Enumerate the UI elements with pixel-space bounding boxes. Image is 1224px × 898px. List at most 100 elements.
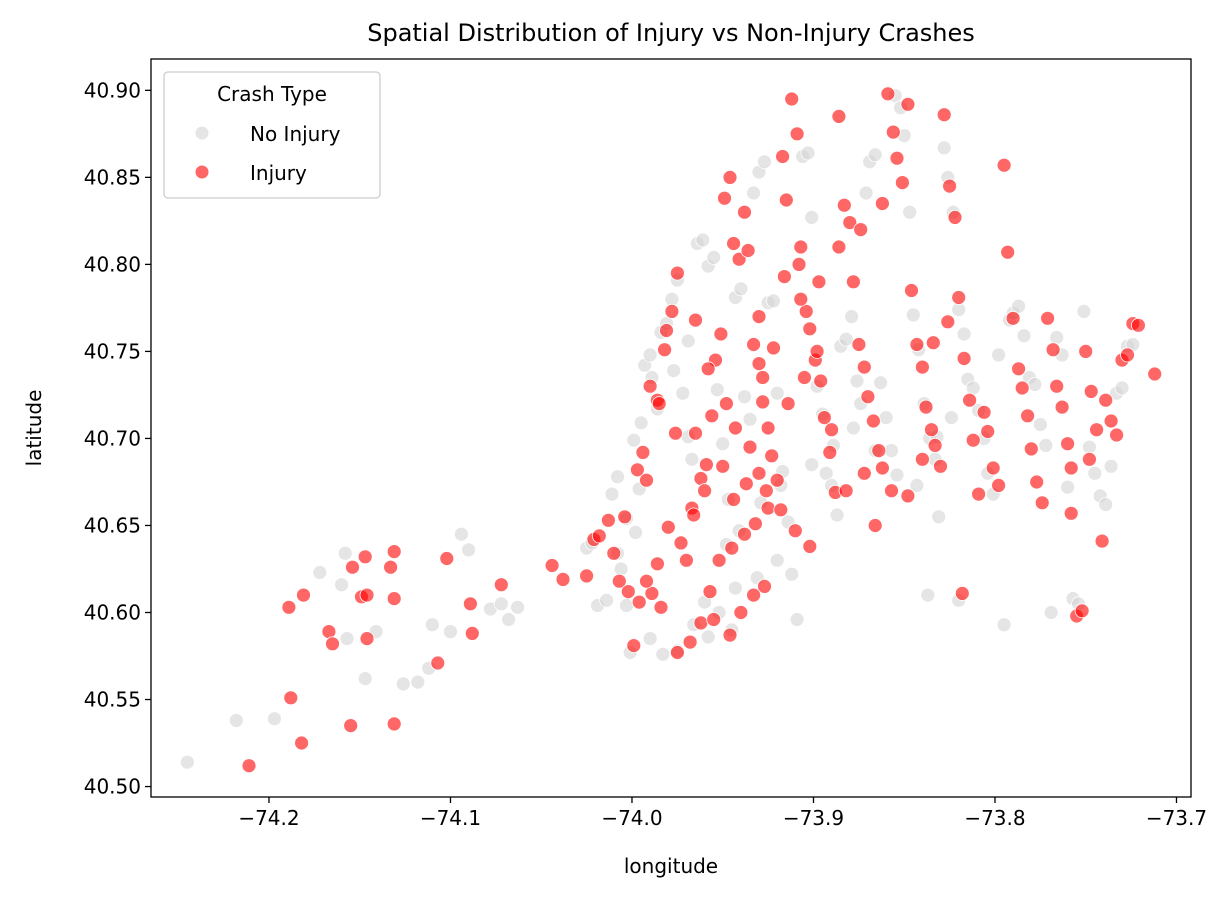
data-point: [1120, 347, 1135, 363]
data-point: [682, 634, 698, 650]
data-point: [996, 617, 1012, 633]
plot-frame: [150, 58, 1192, 798]
data-point: [798, 303, 814, 319]
x-tick-label: −73.8: [964, 806, 1025, 830]
data-point: [737, 204, 752, 220]
data-point: [1005, 310, 1021, 326]
data-point: [740, 243, 756, 258]
data-point: [1049, 378, 1065, 394]
data-point: [918, 399, 934, 415]
data-point: [829, 507, 845, 523]
data-point: [659, 323, 674, 338]
data-point: [359, 631, 375, 646]
data-point: [1040, 310, 1055, 326]
data-point: [395, 676, 411, 692]
data-point: [817, 410, 832, 426]
data-point: [1089, 422, 1104, 438]
data-point: [657, 342, 672, 358]
data-point: [713, 326, 729, 342]
data-point: [702, 584, 718, 599]
data-point: [936, 140, 952, 156]
data-point: [653, 599, 669, 615]
data-point: [1094, 533, 1110, 549]
data-point: [688, 312, 703, 328]
data-point: [793, 239, 809, 255]
data-point: [359, 587, 375, 603]
data-point: [895, 175, 910, 191]
data-point: [875, 196, 890, 211]
data-point: [924, 422, 939, 438]
data-point: [666, 363, 682, 379]
data-point: [1147, 366, 1163, 382]
data-point: [915, 451, 930, 467]
data-point: [673, 535, 689, 551]
x-tick-label: −74.2: [238, 806, 299, 830]
data-point: [700, 629, 716, 645]
data-point: [769, 385, 785, 401]
data-point: [956, 350, 972, 366]
data-point: [383, 559, 399, 575]
data-point: [831, 109, 847, 124]
data-point: [818, 465, 834, 481]
data-point: [784, 566, 800, 582]
data-point: [635, 444, 651, 460]
data-point: [920, 587, 936, 603]
data-point: [1034, 495, 1050, 511]
data-point: [760, 420, 776, 436]
data-point: [775, 149, 790, 164]
data-point: [867, 147, 883, 163]
data-point: [1063, 460, 1079, 476]
data-point: [784, 91, 800, 107]
data-point: [386, 716, 402, 732]
y-axis: 40.50 40.55 40.60 40.65 40.70 40.75 40.80 40.85…: [84, 78, 151, 799]
data-point: [849, 373, 865, 389]
data-point: [811, 274, 827, 290]
data-point: [809, 343, 825, 359]
data-point: [555, 572, 571, 587]
data-point: [856, 465, 872, 481]
data-point: [501, 612, 517, 627]
data-point: [266, 711, 282, 727]
data-point: [700, 361, 716, 377]
data-point: [1011, 298, 1026, 314]
data-point: [742, 439, 758, 455]
data-point: [386, 544, 402, 559]
data-point: [601, 512, 616, 528]
data-point: [628, 525, 643, 540]
data-point: [626, 432, 642, 448]
data-point: [722, 169, 738, 185]
data-point: [670, 645, 685, 660]
data-point: [900, 488, 916, 504]
data-point: [900, 96, 916, 112]
data-point: [728, 580, 743, 596]
data-point: [430, 655, 446, 671]
data-point: [613, 561, 629, 577]
data-point: [965, 380, 981, 396]
data-point: [655, 646, 671, 662]
data-point: [780, 396, 796, 412]
data-point: [766, 340, 781, 356]
legend-label-no-injury: No Injury: [250, 122, 341, 146]
data-point: [769, 472, 785, 488]
data-point: [345, 559, 360, 575]
data-point: [493, 596, 509, 612]
data-point: [1063, 505, 1079, 521]
data-point: [642, 378, 658, 394]
data-point: [1027, 377, 1043, 392]
data-point: [737, 526, 752, 542]
y-tick-label: 40.85: [84, 165, 141, 189]
data-point: [853, 222, 869, 238]
data-point: [611, 573, 627, 589]
data-point: [410, 674, 426, 690]
data-point: [909, 337, 925, 352]
data-point: [620, 584, 636, 599]
data-point: [717, 190, 732, 206]
data-point: [453, 526, 469, 542]
data-point: [1038, 437, 1054, 453]
data-point: [905, 307, 921, 323]
data-point: [804, 457, 820, 473]
data-point: [773, 502, 789, 518]
data-point: [822, 444, 838, 460]
data-point: [660, 519, 676, 535]
data-point: [751, 309, 767, 325]
